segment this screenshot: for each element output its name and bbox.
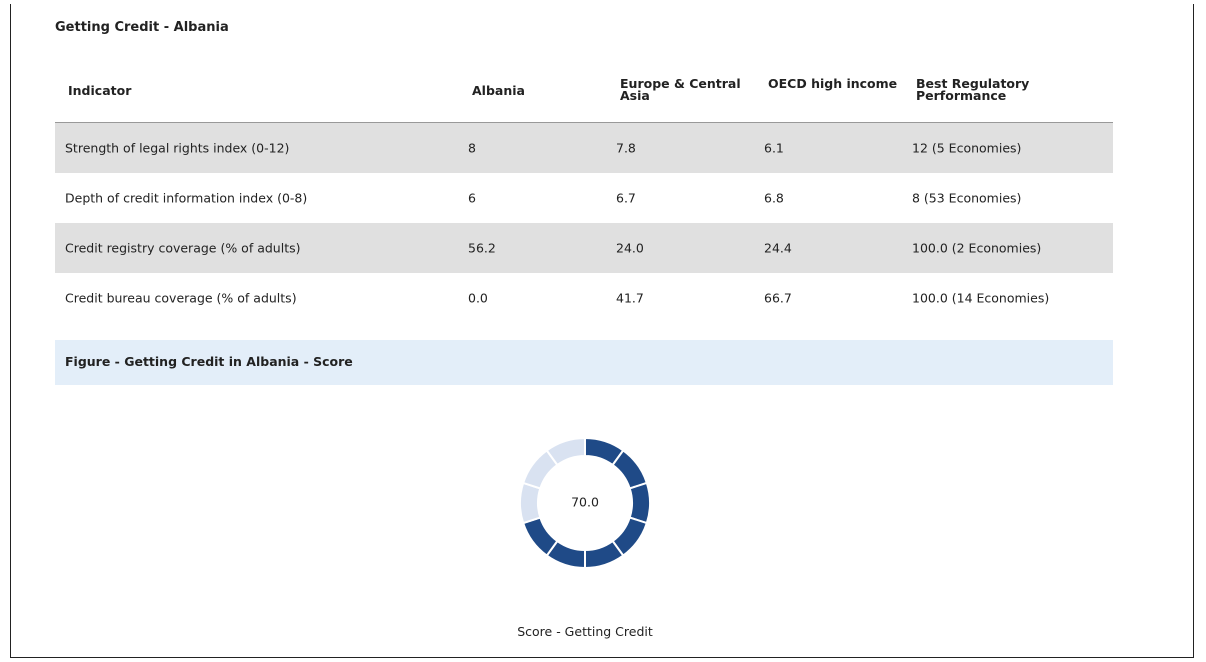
frame [10, 4, 1194, 658]
table-cell: 6 [468, 190, 476, 206]
table-cell: 6.8 [764, 190, 784, 206]
table-cell: 100.0 (14 Economies) [912, 290, 1050, 306]
header-cell: OECD high income [768, 76, 898, 91]
table-cell: 6.7 [616, 190, 636, 206]
table-cell: 8 [468, 140, 476, 156]
header-cell: Best Regulatory Performance [916, 76, 1030, 103]
table-cell: 41.7 [616, 290, 644, 306]
table-cell: 100.0 (2 Economies) [912, 240, 1042, 256]
chart-caption: Score - Getting Credit [517, 624, 653, 639]
table-row: Credit registry coverage (% of adults) 56… [55, 223, 1113, 273]
table: Indicator Albania Europe & Central Asia OEC… [55, 72, 1113, 323]
table-cell: 66.7 [764, 290, 792, 306]
table-row: Credit bureau coverage (% of adults) 0.0 4… [55, 273, 1113, 323]
table-cell: 8 (53 Economies) [912, 190, 1022, 206]
table-cell: Credit bureau coverage (% of adults) [65, 290, 297, 306]
header-row: Indicator Albania Europe & Central Asia OEC… [55, 72, 1113, 123]
table-cell: 24.0 [616, 240, 644, 256]
table-cell: Strength of legal rights index (0-12) [65, 140, 290, 156]
header-cell: Albania [472, 83, 525, 98]
figure-title: Figure - Getting Credit in Albania - Sco… [65, 354, 353, 369]
table-cell: 24.4 [764, 240, 792, 256]
table-cell: Credit registry coverage (% of adults) [65, 240, 301, 256]
section-title: Getting Credit - Albania [55, 20, 229, 35]
table-cell: Depth of credit information index (0-8) [65, 190, 308, 206]
table-cell: 12 (5 Economies) [912, 140, 1022, 156]
header-cell: Europe & Central Asia [620, 76, 741, 103]
table-cell: 0.0 [468, 290, 488, 306]
figure-header: Figure - Getting Credit in Albania - Sco… [55, 340, 1113, 385]
table-row: Strength of legal rights index (0-12) 8 7.… [55, 123, 1113, 173]
donut-chart: 70.0 [519, 436, 651, 570]
table-cell: 56.2 [468, 240, 496, 256]
track-segment [519, 481, 542, 525]
table-row: Depth of credit information index (0-8) 6… [55, 173, 1113, 223]
score-label: 70.0 [571, 495, 599, 510]
score-segment [628, 481, 651, 525]
table-cell: 7.8 [616, 140, 636, 156]
track-segment [545, 436, 586, 467]
header-cell: Indicator [68, 83, 132, 98]
table-cell: 6.1 [764, 140, 784, 156]
